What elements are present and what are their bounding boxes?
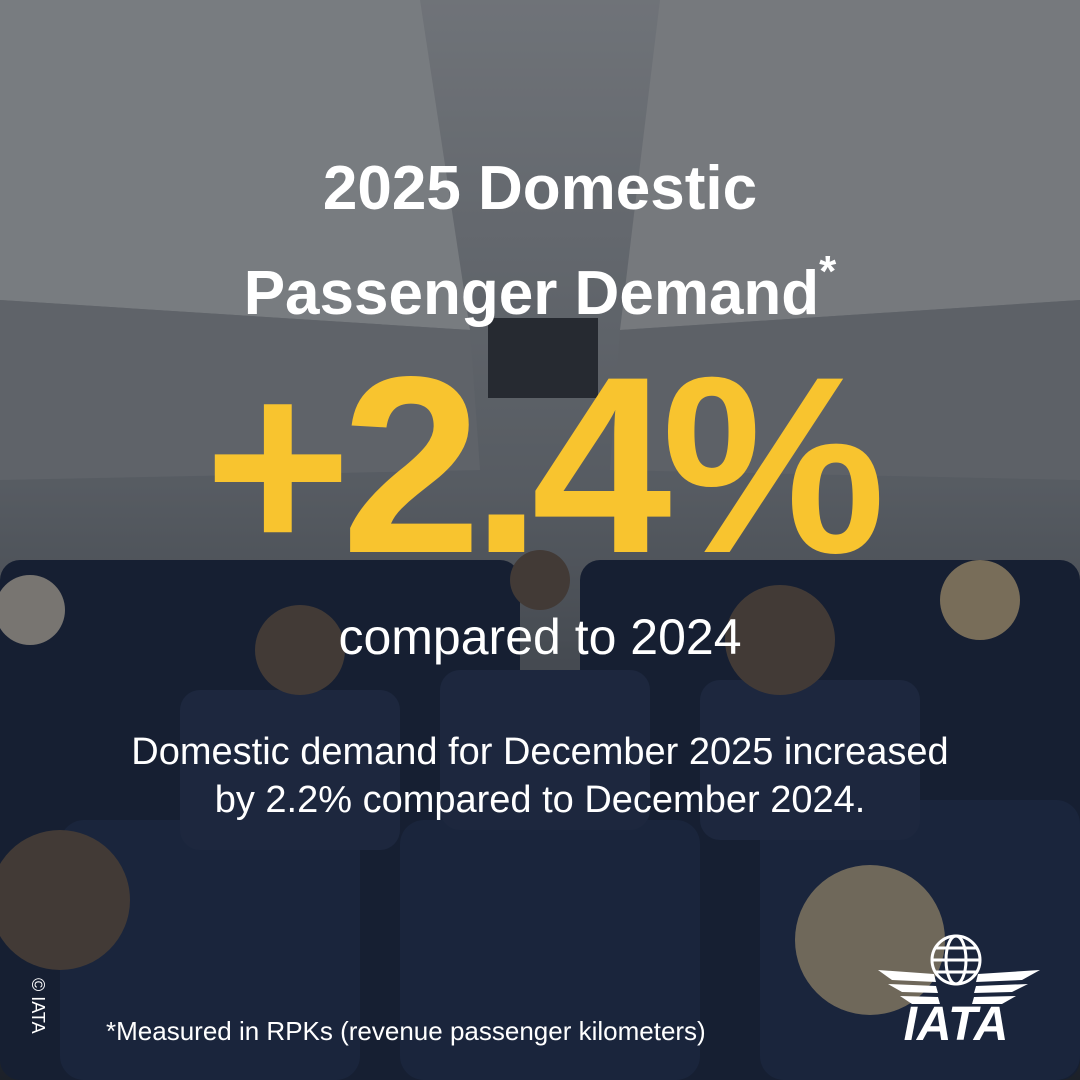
footnote: *Measured in RPKs (revenue passenger kil…	[106, 1016, 706, 1046]
globe	[930, 934, 982, 986]
bins-left	[0, 300, 480, 480]
ceiling-right	[620, 0, 1080, 330]
description: Domestic demand for December 2025 increa…	[131, 731, 949, 821]
figure-value: +2.4%	[204, 325, 886, 606]
wings	[878, 970, 1040, 1004]
ceiling-left	[0, 0, 470, 330]
seats	[0, 560, 1080, 1080]
logo-text: IATA	[904, 998, 1009, 1050]
bins-right	[610, 300, 1080, 480]
heads	[0, 550, 1020, 1015]
screen	[488, 318, 598, 398]
headline-line: Passenger Demand	[243, 259, 820, 328]
comparison: compared to 2024	[338, 609, 742, 665]
asterisk: *	[819, 247, 837, 296]
headline-line: 2025 Domestic	[322, 154, 758, 223]
logo: IATA	[878, 934, 1040, 1050]
copyright: © IATA	[28, 978, 48, 1034]
headline-line: Passenger Demand*	[0, 250, 1080, 325]
